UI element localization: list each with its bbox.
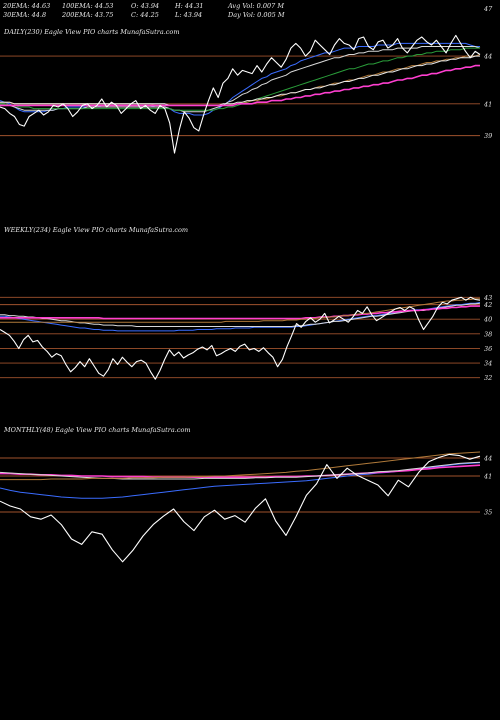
y-tick-label: 41 [483, 100, 492, 108]
day-vol-label: Day Vol: 0.005 M [228, 11, 285, 19]
y-tick-label: 39 [484, 132, 492, 140]
low-label: L: 43.94 [175, 11, 203, 19]
ema100-line [0, 54, 481, 106]
y-tick-label: 44 [483, 455, 492, 463]
y-tick-label: 44 [483, 53, 492, 61]
ema30-line [0, 302, 481, 327]
close-line [0, 296, 481, 380]
y-tick-label: 38 [484, 330, 492, 338]
y-tick-label: 34 [484, 360, 492, 368]
y-tick-label: 43 [483, 294, 492, 302]
ema200-line [0, 64, 480, 107]
open-label: O: 43.94 [131, 2, 160, 10]
ema100-line [0, 298, 480, 323]
y-tick-label: 40 [483, 316, 492, 324]
y-tick-label: 35 [484, 509, 492, 517]
ema150-line [0, 55, 480, 106]
monthly-chart-title: MONTHLY(48) Eagle View PIO charts Munafa… [4, 426, 191, 434]
ema30-line [0, 461, 481, 480]
close-label: C: 44.25 [131, 11, 159, 19]
ema50-line [0, 305, 480, 320]
ema30-label: 30EMA: 44.8 [3, 11, 47, 19]
ema100-line [0, 451, 481, 481]
close-line [0, 34, 481, 154]
monthly-chart: 44 41 35 [0, 451, 492, 563]
ema50-line [0, 464, 481, 478]
daily-chart-title: DAILY(230) Eagle View PIO charts MunafaS… [4, 28, 180, 36]
y-tick-label: 32 [484, 374, 492, 382]
y-tick-label: 41 [483, 473, 492, 481]
y-tick-label: 42 [483, 301, 492, 309]
ema100-label: 100EMA: 44.53 [62, 2, 114, 10]
ema200-label: 200EMA: 43.75 [62, 11, 114, 19]
daily-chart: 47 44 41 39 [0, 5, 493, 154]
y-tick-label: 47 [483, 5, 493, 13]
high-label: H: 44.31 [175, 2, 204, 10]
y-tick-label: 36 [484, 345, 492, 353]
close-line [0, 453, 481, 563]
avg-vol-label: Avg Vol: 0.007 M [228, 2, 285, 10]
ema20-label: 20EMA: 44.63 [3, 2, 51, 10]
ema20-line [0, 462, 481, 499]
weekly-chart-title: WEEKLY(234) Eagle View PIO charts Munafa… [4, 226, 189, 234]
